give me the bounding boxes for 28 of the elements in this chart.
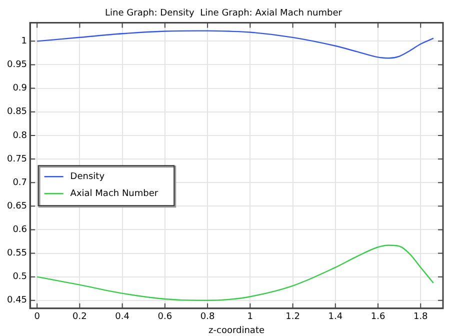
y-tick-label: 1 [21, 36, 28, 47]
line-series [36, 244, 434, 301]
y-tick-label: 0.95 [6, 60, 28, 70]
y-tick-label: 0.6 [12, 225, 28, 236]
y-tick-label: 0.8 [12, 130, 28, 141]
y-tick-label: 0.75 [6, 154, 28, 164]
legend-label: Density [70, 172, 106, 182]
y-tick-label: 0.45 [6, 296, 28, 306]
y-tick-label: 0.7 [12, 178, 28, 188]
x-tick-label: 1.6 [370, 312, 386, 322]
x-tick-label: 1.4 [328, 312, 343, 322]
y-tick-label: 0.85 [6, 107, 28, 118]
x-tick-label: 0.6 [158, 312, 172, 322]
x-tick-label: 1.8 [413, 312, 428, 322]
x-axis-title: z-coordinate [208, 326, 265, 336]
x-tick-label: 1.2 [286, 312, 300, 322]
x-tick-label: 0.8 [200, 312, 215, 322]
x-tick-label: 0.2 [72, 312, 87, 322]
x-tick-label: 0.4 [115, 312, 130, 322]
y-tick-label: 0.55 [6, 248, 28, 259]
x-tick-label: 1 [247, 312, 254, 322]
y-tick-label: 0.9 [12, 84, 28, 94]
legend-label: Axial Mach Number [70, 188, 158, 199]
y-tick-label: 0.65 [6, 201, 28, 212]
y-tick-label: 0.5 [12, 272, 28, 282]
chart-title: Line Graph: Density Line Graph: Axial Mach number [105, 8, 342, 19]
line-series [36, 30, 434, 59]
x-tick-label: 0 [34, 312, 40, 322]
